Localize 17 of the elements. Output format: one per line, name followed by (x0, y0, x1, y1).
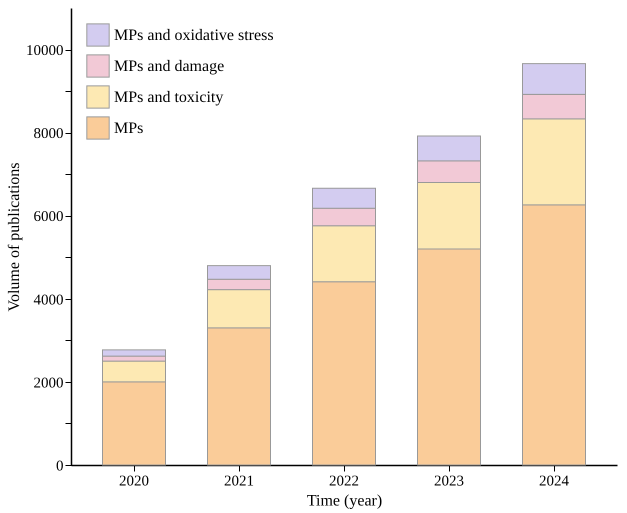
y-tick-label: 4000 (34, 292, 64, 308)
legend-label: MPs and toxicity (114, 89, 224, 106)
y-tick-label: 10000 (26, 43, 64, 60)
y-tick-label: 8000 (34, 126, 64, 142)
x-tick-label: 2020 (119, 474, 149, 490)
legend-label: MPs (114, 120, 144, 137)
legend-label: MPs and damage (114, 58, 224, 75)
y-axis-title: Volume of publications (6, 162, 23, 312)
x-tick-label: 2024 (539, 474, 570, 490)
y-tick-label: 0 (56, 458, 64, 474)
x-tick-label: 2021 (224, 474, 254, 490)
x-tick-label: 2022 (329, 474, 359, 490)
y-tick-label: 6000 (34, 209, 64, 226)
x-tick-label: 2023 (434, 474, 464, 490)
legend-label: MPs and oxidative stress (114, 27, 274, 44)
y-tick-label: 2000 (34, 375, 64, 392)
x-axis-title: Time (year) (306, 492, 382, 510)
